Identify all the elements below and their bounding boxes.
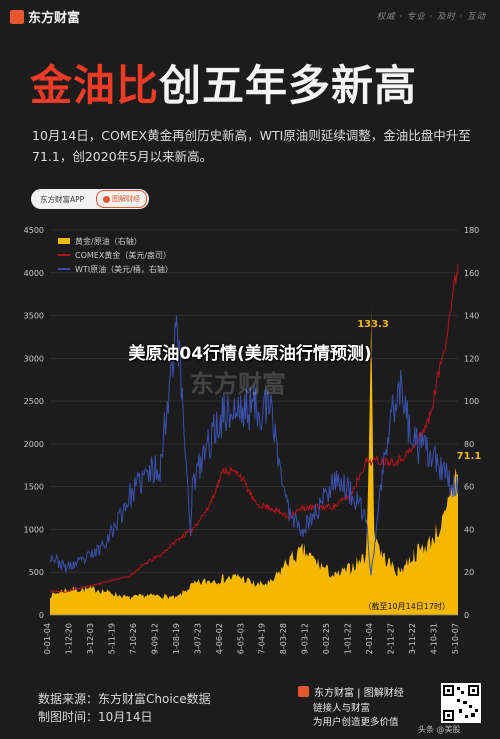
y-left-tick-label: 2500 [24,397,44,406]
x-tick-label: 2013-07-23 [193,623,202,655]
time-value: 10月14日 [98,710,153,724]
x-tick-label: 2024-10-31 [430,623,439,655]
x-tick-label: 2011-08-19 [172,623,181,655]
y-left-tick-label: 4000 [24,269,44,278]
legend-label: COMEX黄金（美元/盎司） [75,250,171,260]
tujie-button[interactable]: 图解财经 [96,190,147,208]
cta-line1: 链接人与财富 [313,703,371,714]
app-badge[interactable]: 东方财富APP 图解财经 [31,189,149,209]
x-tick-label: 2001-12-20 [64,623,73,655]
y-right-tick-label: 0 [464,611,469,620]
time-line: 制图时间：10月14日 [38,708,211,726]
x-tick-label: 2014-06-02 [215,623,224,655]
legend-label: 黄金/原油（右轴） [75,236,142,246]
footer-brand-text: 东方财富 | 图解财经 [314,688,404,699]
x-tick-label: 2017-04-19 [258,623,267,655]
summary-text: 10月14日，COMEX黄金再创历史新高，WTI原油则延续调整，金油比盘中升至7… [32,128,471,164]
slogan: 权威 · 专业 · 及时 · 互动 [376,12,486,22]
source-value: 东方财富Choice数据 [98,692,211,706]
x-tick-label: 2005-11-19 [107,623,116,655]
time-label: 制图时间： [38,710,99,724]
y-right-tick-label: 20 [464,568,474,577]
y-left-tick-label: 4500 [24,226,44,235]
y-right-tick-label: 100 [464,397,479,406]
source-line: 数据来源：东方财富Choice数据 [38,690,211,708]
watermark: 东方财富 [190,370,286,398]
account-watermark: 头条 @美股 [418,725,461,734]
x-tick-label: 2020-02-25 [322,623,331,655]
chart-legend: 黄金/原油（右轴） COMEX黄金（美元/盎司） WTI原油（美元/桶，右轴） [58,236,173,274]
y-right-tick-label: 80 [464,440,474,449]
headline-highlight: 金油比 [30,61,160,110]
y-right-tick-label: 160 [464,269,479,278]
x-tick-label: 2021-01-22 [344,623,353,655]
source-label: 数据来源： [38,692,99,706]
cta-line2: 为用户创造更多价值 [313,717,399,728]
y-left-tick-label: 1500 [24,483,44,492]
brand-name: 东方财富 [28,11,81,26]
y-left-tick-label: 3000 [24,354,44,363]
y-left-tick-label: 3500 [24,312,44,321]
search-icon [103,195,110,203]
headline-rest: 创五年多新高 [159,61,418,110]
y-left-tick-label: 1000 [24,525,44,534]
x-tick-label: 2003-12-03 [86,623,95,655]
chart-annotations: 133.3 71.1 （截至10月14日17时） [357,319,481,611]
legend-label: WTI原油（美元/桶，右轴） [75,264,173,274]
app-name: 东方财富APP [40,194,85,204]
x-tick-label: 2025-10-07 [451,623,460,655]
x-tick-label: 2016-05-03 [236,623,245,655]
x-tick-label: 2009-09-12 [150,623,159,655]
x-tick-label: 2023-11-22 [408,623,417,655]
top-bar: 东方财富 权威 · 专业 · 及时 · 互动 [0,0,500,30]
overlay-title: 美原油04行情(美原油行情预测) [128,344,372,364]
legend-swatch [58,238,70,244]
y-left-tick-label: 2000 [24,440,44,449]
latest-label: 71.1 [457,451,482,462]
peak-label: 133.3 [357,319,389,330]
ratio-area [50,306,458,615]
as-of-note: （截至10月14日17时） [363,601,450,611]
eastmoney-logo-icon [10,9,24,24]
y-right-tick-label: 180 [464,226,479,235]
footer-brand: 东方财富 | 图解财经 [298,684,404,699]
oil-line [49,315,459,576]
qr-code-icon[interactable] [441,683,481,723]
headline: 金油比创五年多新高 [30,52,417,113]
y-right-tick-label: 40 [464,525,474,534]
y-left-tick-label: 500 [29,568,44,577]
ratio-series [50,306,458,615]
footer-cta: 链接人与财富 为用户创造更多价值 [313,702,399,730]
y-left-tick-label: 0 [39,611,44,620]
x-tick-label: 2022-11-27 [387,623,396,655]
tujie-button-label: 图解财经 [112,195,140,203]
x-tick-label: 2022-01-04 [365,623,374,655]
chart-grid [50,229,458,616]
gold-series [49,264,459,593]
brand: 东方财富 [10,7,80,26]
x-tick-label: 2000-01-04 [43,623,52,655]
oil-series [49,315,459,576]
y-right-tick-label: 140 [464,312,479,321]
x-tick-label: 2018-03-28 [279,623,288,655]
footer-source: 数据来源：东方财富Choice数据 制图时间：10月14日 [38,690,211,726]
gold-line [49,264,459,593]
y-right-tick-label: 120 [464,354,479,363]
y-right-tick-label: 60 [464,483,474,492]
footer-logo-icon [298,686,309,697]
x-tick-label: 2019-03-12 [301,623,310,655]
x-tick-label: 2007-10-26 [129,623,138,655]
